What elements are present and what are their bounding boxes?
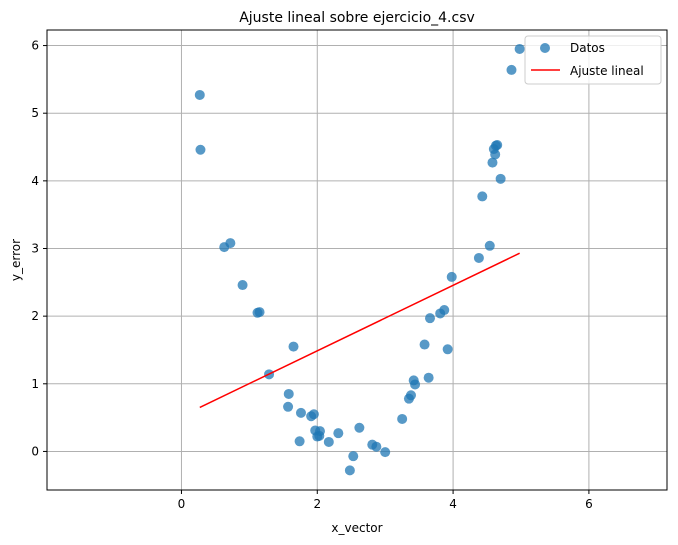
y-tick-label: 4 [31, 174, 39, 188]
y-tick-label: 2 [31, 309, 39, 323]
data-point [405, 390, 416, 401]
data-point [225, 238, 236, 249]
fit-line [199, 252, 520, 409]
y-tick-label: 5 [31, 106, 39, 120]
data-point [314, 430, 325, 441]
data-point [308, 409, 319, 420]
data-point [283, 388, 294, 399]
data-point [410, 379, 421, 390]
data-point [439, 305, 450, 316]
legend-label-datos: Datos [570, 41, 605, 55]
data-point [380, 447, 391, 458]
data-point [446, 271, 457, 282]
y-tick-label: 1 [31, 377, 39, 391]
data-point [495, 173, 506, 184]
data-point [490, 149, 501, 160]
data-point [477, 191, 488, 202]
plot-data [194, 43, 525, 476]
data-point [419, 339, 430, 350]
y-tick-label: 6 [31, 39, 39, 53]
data-point [344, 465, 355, 476]
data-point [492, 140, 503, 150]
ticks: 0 2 4 6 0 1 2 3 4 5 6 [31, 39, 592, 511]
data-point [323, 436, 334, 447]
axes-frame [46, 29, 668, 491]
data-point [514, 43, 525, 54]
data-point [348, 451, 359, 462]
data-point [354, 422, 365, 433]
x-tick-label: 0 [178, 497, 186, 511]
legend-label-ajuste: Ajuste lineal [570, 64, 644, 78]
data-point [237, 280, 248, 291]
data-point [295, 407, 306, 418]
data-point [195, 144, 206, 155]
legend-marker-datos [540, 43, 550, 53]
y-tick-label: 0 [31, 444, 39, 458]
data-point [288, 341, 299, 352]
x-tick-label: 2 [313, 497, 321, 511]
data-point [254, 307, 265, 318]
x-tick-label: 6 [585, 497, 593, 511]
data-point [397, 413, 408, 424]
legend-box [524, 35, 662, 85]
data-point [506, 64, 517, 75]
data-point [371, 441, 382, 452]
y-axis-label: y_error [9, 239, 23, 281]
data-point [473, 252, 484, 263]
data-point [442, 344, 453, 355]
data-point [484, 240, 495, 251]
data-point [487, 157, 498, 168]
data-point [294, 436, 305, 447]
x-tick-label: 4 [449, 497, 457, 511]
data-point [425, 313, 436, 324]
data-point [283, 401, 294, 412]
data-point [333, 428, 344, 439]
legend: Datos Ajuste lineal [524, 35, 662, 85]
y-tick-label: 3 [31, 242, 39, 256]
data-point [194, 89, 205, 100]
chart-title: Ajuste lineal sobre ejercicio_4.csv [239, 10, 475, 26]
data-point [423, 372, 434, 383]
x-axis-label: x_vector [331, 521, 382, 535]
